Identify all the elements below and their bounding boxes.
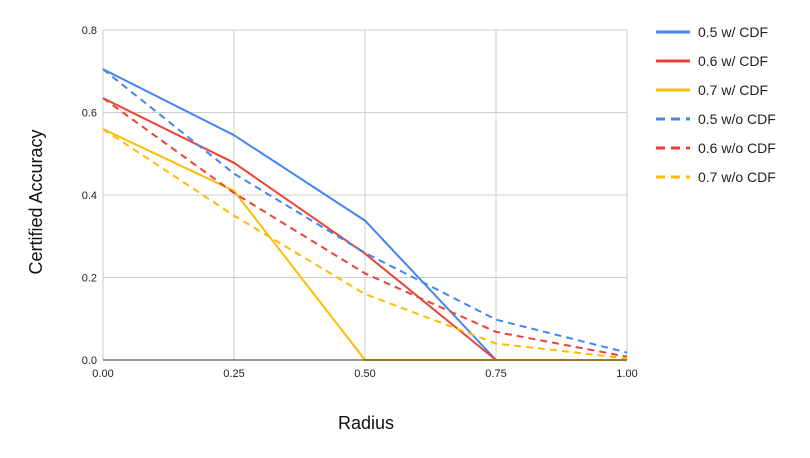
x-tick-label: 0.75: [485, 368, 506, 380]
x-tick-label: 0.25: [223, 368, 244, 380]
legend-label: 0.5 w/o CDF: [698, 111, 776, 127]
series-line-5: [102, 97, 628, 358]
legend-label: 0.7 w/ CDF: [698, 82, 768, 98]
series-line-4: [102, 68, 628, 354]
y-tick-label: 0.6: [82, 108, 97, 120]
legend-label: 0.6 w/ CDF: [698, 53, 768, 69]
legend-label: 0.7 w/o CDF: [698, 169, 776, 185]
y-tick-label: 0.4: [82, 190, 97, 202]
y-axis-title: Certified Accuracy: [26, 129, 46, 274]
x-tick-label: 0.00: [92, 368, 113, 380]
series-line-6: [102, 128, 628, 360]
legend-label: 0.6 w/o CDF: [698, 140, 776, 156]
legend-label: 0.5 w/ CDF: [698, 24, 768, 40]
x-tick-label: 1.00: [616, 368, 637, 380]
grid: [102, 29, 628, 360]
y-tick-label: 0.0: [82, 355, 97, 367]
legend: 0.5 w/ CDF 0.6 w/ CDF 0.7 w/ CDF 0.5 w/o CD…: [656, 24, 776, 185]
axes: 0.0 0.2 0.4 0.6 0.8 0.00 0.25 0.50 0.75 1.00: [82, 25, 638, 380]
y-tick-label: 0.2: [82, 273, 97, 285]
x-axis-title: Radius: [338, 413, 394, 433]
y-tick-label: 0.8: [82, 25, 97, 37]
x-tick-label: 0.50: [354, 368, 375, 380]
